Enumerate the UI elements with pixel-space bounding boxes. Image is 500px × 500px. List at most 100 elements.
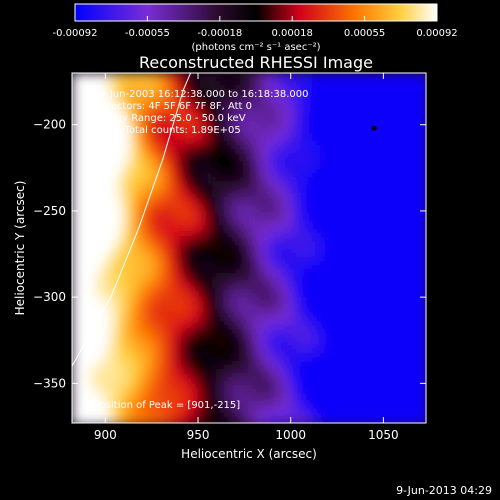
heatmap-cell	[284, 105, 289, 110]
heatmap-cell	[88, 421, 93, 423]
heatmap-cell	[72, 233, 77, 238]
heatmap-cell	[88, 205, 93, 210]
heatmap-cell	[96, 221, 101, 226]
heatmap-cell	[264, 321, 269, 326]
heatmap-cell	[272, 301, 277, 306]
heatmap-cell	[160, 309, 165, 314]
heatmap-cell	[172, 369, 177, 374]
heatmap-cell	[232, 157, 237, 162]
heatmap-cell	[164, 177, 169, 182]
heatmap-cell	[108, 253, 113, 258]
heatmap-cell	[240, 73, 245, 78]
heatmap-cell	[240, 205, 245, 210]
heatmap-cell	[204, 393, 209, 398]
heatmap-cell	[276, 401, 281, 406]
heatmap-cell	[200, 113, 205, 118]
heatmap-cell	[116, 97, 121, 102]
heatmap-cell	[124, 305, 129, 310]
heatmap-cell	[196, 269, 201, 274]
heatmap-cell	[156, 401, 161, 406]
heatmap-cell	[176, 349, 181, 354]
colorbar-tick-label: -0.00055	[125, 28, 170, 39]
colorbar-tick-label: 0.00055	[344, 28, 385, 39]
heatmap-cell	[236, 377, 241, 382]
heatmap-cell	[240, 401, 245, 406]
heatmap-cell	[220, 101, 225, 106]
heatmap-cell	[108, 105, 113, 110]
heatmap-cell	[212, 309, 217, 314]
heatmap-cell	[268, 181, 273, 186]
heatmap-cell	[276, 285, 281, 290]
heatmap-cell	[184, 185, 189, 190]
heatmap-cell	[120, 321, 125, 326]
heatmap-cell	[240, 305, 245, 310]
heatmap-cell	[144, 293, 149, 298]
heatmap-cell	[128, 197, 133, 202]
heatmap-cell	[268, 413, 273, 418]
heatmap-cell	[192, 197, 197, 202]
heatmap-cell	[168, 169, 173, 174]
heatmap-cell	[204, 97, 209, 102]
heatmap-cell	[180, 361, 185, 366]
heatmap-cell	[212, 245, 217, 250]
heatmap-cell	[72, 293, 77, 298]
heatmap-cell	[164, 317, 169, 322]
heatmap-cell	[168, 141, 173, 146]
heatmap-cell	[152, 289, 157, 294]
heatmap-cell	[112, 397, 117, 402]
heatmap-cell	[236, 209, 241, 214]
heatmap-cell	[264, 85, 269, 90]
heatmap-cell	[292, 121, 297, 126]
heatmap-cell	[252, 141, 257, 146]
heatmap-cell	[92, 81, 97, 86]
heatmap-cell	[276, 189, 281, 194]
heatmap-cell	[156, 157, 161, 162]
heatmap-cell	[168, 81, 173, 86]
heatmap-cell	[244, 421, 249, 423]
heatmap-cell	[136, 349, 141, 354]
heatmap-cell	[232, 377, 237, 382]
heatmap-cell	[236, 321, 241, 326]
heatmap-cell	[164, 313, 169, 318]
heatmap-cell	[148, 81, 153, 86]
heatmap-cell	[188, 289, 193, 294]
heatmap-cell	[244, 345, 249, 350]
heatmap-cell	[172, 361, 177, 366]
heatmap-cell	[272, 177, 277, 182]
heatmap-cell	[108, 185, 113, 190]
heatmap-cell	[208, 385, 213, 390]
heatmap-cell	[200, 405, 205, 410]
heatmap-cell	[272, 241, 277, 246]
heatmap-cell	[188, 409, 193, 414]
heatmap-cell	[88, 105, 93, 110]
heatmap-cell	[276, 205, 281, 210]
heatmap-cell	[180, 205, 185, 210]
heatmap-cell	[184, 105, 189, 110]
heatmap-cell	[268, 325, 273, 330]
heatmap-cell	[292, 197, 297, 202]
heatmap-cell	[292, 77, 297, 82]
heatmap-cell	[100, 389, 105, 394]
heatmap-cell	[284, 149, 289, 154]
heatmap-cell	[180, 97, 185, 102]
heatmap-cell	[168, 145, 173, 150]
heatmap-cell	[160, 317, 165, 322]
heatmap-cell	[272, 173, 277, 178]
heatmap-cell	[288, 125, 293, 130]
heatmap-cell	[252, 281, 257, 286]
heatmap-cell	[144, 197, 149, 202]
heatmap-cell	[180, 85, 185, 90]
heatmap-cell	[116, 377, 121, 382]
heatmap-cell	[200, 229, 205, 234]
heatmap-cell	[72, 313, 77, 318]
heatmap-cell	[284, 301, 289, 306]
heatmap-cell	[160, 349, 165, 354]
heatmap-cell	[216, 333, 221, 338]
heatmap-cell	[244, 205, 249, 210]
heatmap-cell	[128, 129, 133, 134]
heatmap-cell	[256, 245, 261, 250]
heatmap-cell	[172, 101, 177, 106]
heatmap-cell	[272, 281, 277, 286]
heatmap-cell	[212, 321, 217, 326]
heatmap-cell	[228, 345, 233, 350]
